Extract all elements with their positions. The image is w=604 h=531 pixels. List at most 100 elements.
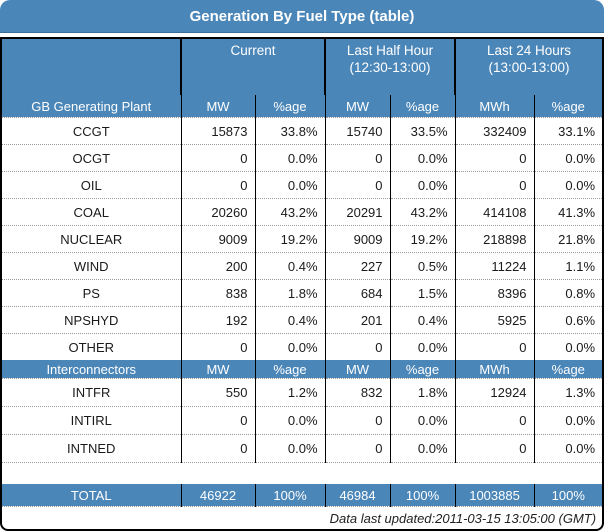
value-cell: 192 (180, 306, 255, 334)
total-value-cell: 46922 (180, 484, 255, 507)
value-cell: 15873 (180, 117, 255, 145)
value-cell: 0.4% (254, 252, 326, 280)
value-cell: 0 (454, 434, 535, 463)
value-cell: 0 (324, 333, 391, 360)
value-cell: 43.2% (389, 198, 456, 226)
group-label: Last 24 Hours (487, 43, 572, 58)
value-cell: 1.1% (533, 252, 602, 280)
value-cell: 684 (324, 279, 391, 307)
value-cell: 9009 (180, 225, 255, 253)
unit-header-row: GB Generating Plant MW %age MW %age MWh … (2, 95, 602, 118)
unit-header-mw: MW (324, 95, 391, 118)
value-cell: 832 (324, 378, 391, 407)
value-cell: 218898 (454, 225, 535, 253)
value-cell: 550 (180, 378, 255, 407)
value-cell: 0.0% (389, 171, 456, 199)
fuel-name: CCGT (2, 117, 181, 145)
fuel-row-ccgt: CCGT 15873 33.8% 15740 33.5% 332409 33.1… (2, 117, 602, 145)
spacer-row (2, 462, 602, 484)
footer-row: Data last updated:2011-03-15 13:05:00 (G… (2, 506, 602, 529)
last-updated-note: Data last updated:2011-03-15 13:05:00 (G… (2, 506, 602, 529)
value-cell: 0 (454, 171, 535, 199)
interconnector-row-intned: INTNED 0 0.0% 0 0.0% 0 0.0% (2, 434, 602, 463)
fuel-name: COAL (2, 198, 181, 226)
group-label: Last Half Hour (346, 43, 434, 58)
value-cell: 0.0% (254, 333, 326, 360)
fuel-row-npshyd: NPSHYD 192 0.4% 201 0.4% 5925 0.6% (2, 306, 602, 334)
unit-header-pct: %age (254, 360, 326, 379)
value-cell: 838 (180, 279, 255, 307)
widget-title-bar: Generation By Fuel Type (table) (0, 0, 604, 33)
unit-header-pct: %age (389, 95, 456, 118)
value-cell: 0.5% (389, 252, 456, 280)
value-cell: 19.2% (254, 225, 326, 253)
value-cell: 15740 (324, 117, 391, 145)
value-cell: 0.4% (254, 306, 326, 334)
group-range: (13:00-13:00) (488, 60, 570, 75)
group-label: Current (230, 43, 276, 58)
value-cell: 0.0% (533, 434, 602, 463)
value-cell: 0 (180, 434, 255, 463)
total-value-cell: 100% (389, 484, 456, 507)
fuel-row-nuclear: NUCLEAR 9009 19.2% 9009 19.2% 218898 21.… (2, 225, 602, 253)
value-cell: 0.0% (254, 434, 326, 463)
column-group-header-row: Current Last Half Hour (12:30-13:00) Las… (2, 39, 602, 95)
value-cell: 1.3% (533, 378, 602, 407)
value-cell: 332409 (454, 117, 535, 145)
value-cell: 0 (180, 171, 255, 199)
unit-header-pct: %age (254, 95, 326, 118)
interconnector-row-intirl: INTIRL 0 0.0% 0 0.0% 0 0.0% (2, 406, 602, 435)
fuel-row-oil: OIL 0 0.0% 0 0.0% 0 0.0% (2, 171, 602, 199)
group-header-current: Current (179, 39, 326, 95)
page-title: Generation By Fuel Type (table) (189, 7, 415, 25)
unit-header-mw: MW (180, 95, 255, 118)
total-value-cell: 100% (254, 484, 326, 507)
group-header-last-24-hours: Last 24 Hours (13:00-13:00) (454, 39, 602, 95)
value-cell: 20260 (180, 198, 255, 226)
value-cell: 0 (180, 406, 255, 435)
value-cell: 21.8% (533, 225, 602, 253)
value-cell: 0.6% (533, 306, 602, 334)
value-cell: 0 (324, 171, 391, 199)
interconnector-name: INTNED (2, 434, 181, 463)
fuel-name: OIL (2, 171, 181, 199)
value-cell: 33.8% (254, 117, 326, 145)
value-cell: 227 (324, 252, 391, 280)
total-value-cell: 100% (533, 484, 602, 507)
value-cell: 5925 (454, 306, 535, 334)
fuel-row-ocgt: OCGT 0 0.0% 0 0.0% 0 0.0% (2, 144, 602, 172)
unit-header-pct: %age (533, 95, 602, 118)
total-value-cell: 46984 (324, 484, 391, 507)
unit-header-mwh: MWh (454, 95, 535, 118)
unit-header-mw: MW (180, 360, 255, 379)
value-cell: 9009 (324, 225, 391, 253)
value-cell: 0.0% (389, 434, 456, 463)
unit-header-mw: MW (324, 360, 391, 379)
group-header-last-half-hour: Last Half Hour (12:30-13:00) (324, 39, 456, 95)
value-cell: 0.0% (533, 333, 602, 360)
value-cell: 0.0% (254, 144, 326, 172)
value-cell: 0.0% (533, 171, 602, 199)
value-cell: 12924 (454, 378, 535, 407)
unit-header-pct: %age (389, 360, 456, 379)
blank-corner-cell (2, 39, 181, 95)
value-cell: 200 (180, 252, 255, 280)
value-cell: 1.8% (254, 279, 326, 307)
value-cell: 0 (454, 406, 535, 435)
value-cell: 0 (180, 333, 255, 360)
value-cell: 11224 (454, 252, 535, 280)
value-cell: 0.0% (254, 171, 326, 199)
total-label: TOTAL (2, 484, 181, 507)
interconnectors-header-row: Interconnectors MW %age MW %age MWh %age (2, 360, 602, 379)
interconnector-name: INTFR (2, 378, 181, 407)
value-cell: 0 (324, 406, 391, 435)
unit-header-pct: %age (533, 360, 602, 379)
fuel-row-ps: PS 838 1.8% 684 1.5% 8396 0.8% (2, 279, 602, 307)
spacer-cell (2, 462, 602, 484)
value-cell: 0.0% (254, 406, 326, 435)
fuel-name: OCGT (2, 144, 181, 172)
interconnector-name: INTIRL (2, 406, 181, 435)
group-range: (12:30-13:00) (349, 60, 431, 75)
interconnectors-label: Interconnectors (2, 360, 181, 379)
